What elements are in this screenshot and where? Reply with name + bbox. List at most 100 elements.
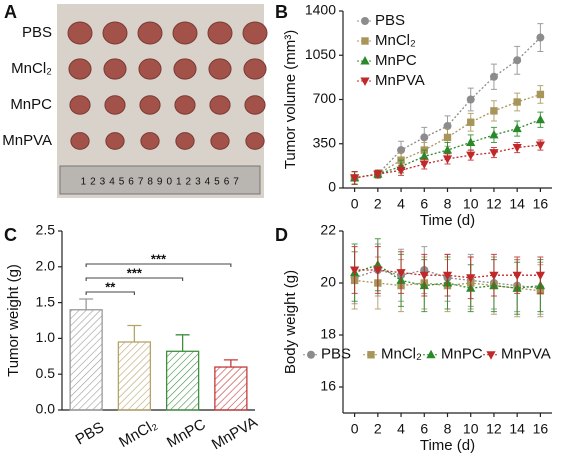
error-bar <box>175 334 190 352</box>
legend-label: MnPVA <box>501 346 551 363</box>
legend-label: PBS <box>321 346 351 363</box>
y-tick-label: 2.0 <box>36 258 56 274</box>
point <box>489 72 498 81</box>
point <box>442 155 453 164</box>
bar <box>117 341 152 411</box>
point <box>536 33 545 42</box>
tumor <box>137 21 163 45</box>
tumor <box>172 21 198 45</box>
y-tick-label: 1.5 <box>36 293 56 309</box>
point <box>490 107 498 115</box>
panel-letter: A <box>4 2 17 22</box>
legend-label: PBS <box>375 12 405 29</box>
tumor <box>140 132 160 150</box>
legend-marker <box>367 351 375 359</box>
x-tick-label: 12 <box>486 196 502 212</box>
point <box>489 129 499 139</box>
tumor <box>102 21 128 45</box>
x-tick-label: MnCl₂ <box>116 416 160 451</box>
x-tick-label: 2 <box>374 421 382 437</box>
tumor <box>244 95 266 115</box>
x-tick-label: 6 <box>420 421 428 437</box>
point <box>442 145 453 154</box>
point <box>443 122 452 131</box>
tumor <box>207 21 233 45</box>
x-tick-label: PBS <box>73 419 107 449</box>
x-tick-label: 10 <box>463 196 479 212</box>
y-tick-label: 1400 <box>305 2 336 18</box>
point <box>535 141 545 151</box>
legend-marker <box>426 349 436 359</box>
series-line <box>354 93 541 179</box>
error-bar <box>79 298 94 310</box>
x-tick-label: 6 <box>420 196 428 212</box>
x-tick-label: 0 <box>351 421 359 437</box>
point <box>536 90 545 99</box>
point <box>373 266 383 275</box>
tumor <box>69 95 91 115</box>
ruler <box>59 165 261 195</box>
series-line <box>354 264 541 289</box>
y-tick-label: 22 <box>320 222 336 238</box>
tumor <box>243 58 267 80</box>
point <box>489 149 499 158</box>
error-bar <box>127 324 142 342</box>
x-tick-label: 2 <box>374 196 382 212</box>
x-tick-label: 0 <box>351 196 359 212</box>
tumor <box>105 132 125 150</box>
y-tick-label: 2.5 <box>36 222 56 238</box>
tumor <box>174 95 196 115</box>
significance-bracket <box>85 263 232 267</box>
tumor <box>139 95 161 115</box>
point <box>419 160 429 169</box>
y-tick-label: 0.0 <box>36 401 56 417</box>
x-tick-label: 14 <box>509 421 525 437</box>
bar <box>214 366 248 411</box>
x-tick-label: 10 <box>463 421 479 437</box>
tumor <box>210 132 230 150</box>
legend-marker <box>361 17 369 25</box>
point <box>512 271 522 281</box>
x-axis-label: Time (d) <box>420 212 475 229</box>
x-tick-label: MnPVA <box>209 414 261 454</box>
legend-label: MnPC <box>375 52 417 69</box>
tumor <box>173 58 197 80</box>
legend-label: MnPC <box>441 346 483 363</box>
significance-label: *** <box>151 251 167 266</box>
point <box>443 133 452 142</box>
y-tick-label: 18 <box>320 326 336 342</box>
point <box>467 118 475 126</box>
legend-marker <box>360 77 370 86</box>
point <box>442 271 453 281</box>
row-label: PBS <box>22 24 52 41</box>
point <box>512 144 522 153</box>
panel-letter: C <box>4 225 17 245</box>
tumor <box>138 58 162 80</box>
point <box>420 133 429 142</box>
x-tick-label: 14 <box>509 196 525 212</box>
x-axis-label: Time (d) <box>420 437 475 454</box>
significance-label: ** <box>105 279 116 294</box>
y-axis-label: Tumor volume (mm³) <box>282 30 299 169</box>
legend-marker <box>360 56 370 65</box>
y-tick-label: 1.0 <box>36 329 56 345</box>
y-axis-label: Body weight (g) <box>282 270 299 374</box>
x-tick-label: 12 <box>486 421 502 437</box>
row-label: MnPVA <box>2 132 52 149</box>
x-tick-label: 8 <box>444 421 452 437</box>
panel-letter: B <box>275 2 288 22</box>
y-tick-label: 1050 <box>305 46 336 62</box>
bar <box>165 350 200 411</box>
point <box>419 271 429 281</box>
legend-marker <box>307 350 315 359</box>
tumor <box>245 132 265 150</box>
x-tick-label: 16 <box>533 421 549 437</box>
y-tick-label: 0.5 <box>36 365 56 381</box>
point <box>513 98 521 106</box>
point <box>466 95 475 104</box>
tumor <box>208 58 232 80</box>
tumor <box>242 21 268 45</box>
point <box>350 266 360 275</box>
y-tick-label: 350 <box>313 134 337 150</box>
